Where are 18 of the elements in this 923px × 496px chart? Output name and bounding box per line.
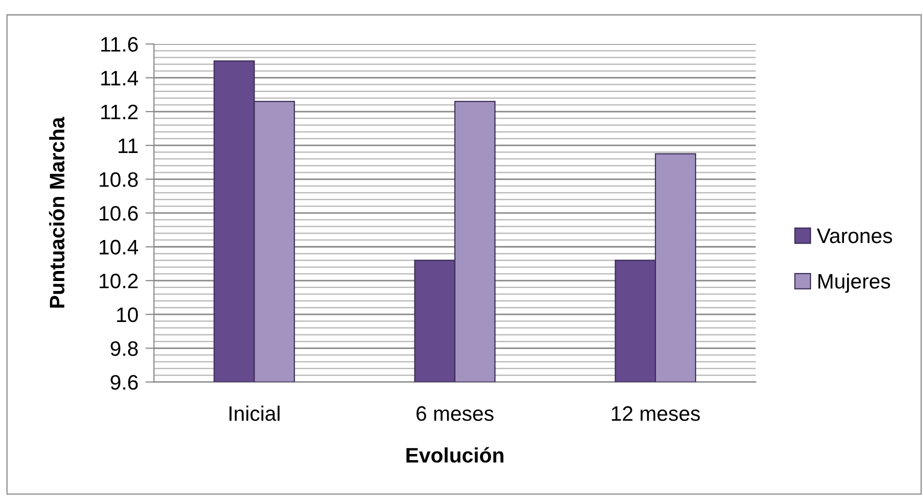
y-axis-title: Puntuación Marcha — [48, 116, 64, 308]
x-tick-label: 12 meses — [612, 406, 700, 421]
legend-label: Mujeres — [818, 273, 890, 293]
y-tick-label: 11.2 — [101, 104, 138, 120]
legend-label: Varones — [816, 228, 892, 244]
y-tick-label: 11.4 — [101, 71, 138, 86]
x-axis-title: Evolución — [406, 447, 504, 463]
y-tick-label: 10.8 — [100, 172, 138, 187]
y-tick-label: 9.8 — [110, 341, 138, 356]
y-tick-label: 10.2 — [100, 274, 138, 288]
y-tick-label: 10.4 — [100, 240, 138, 255]
y-tick-label: 11 — [118, 138, 138, 153]
x-tick-label: 6 meses — [416, 406, 494, 421]
y-tick-label: 10.6 — [100, 206, 138, 221]
y-tick-label: 10 — [117, 307, 138, 322]
y-tick-label: 11.6 — [101, 36, 138, 52]
x-tick-label: Inicial — [230, 406, 280, 421]
y-tick-label: 9.6 — [110, 375, 138, 390]
